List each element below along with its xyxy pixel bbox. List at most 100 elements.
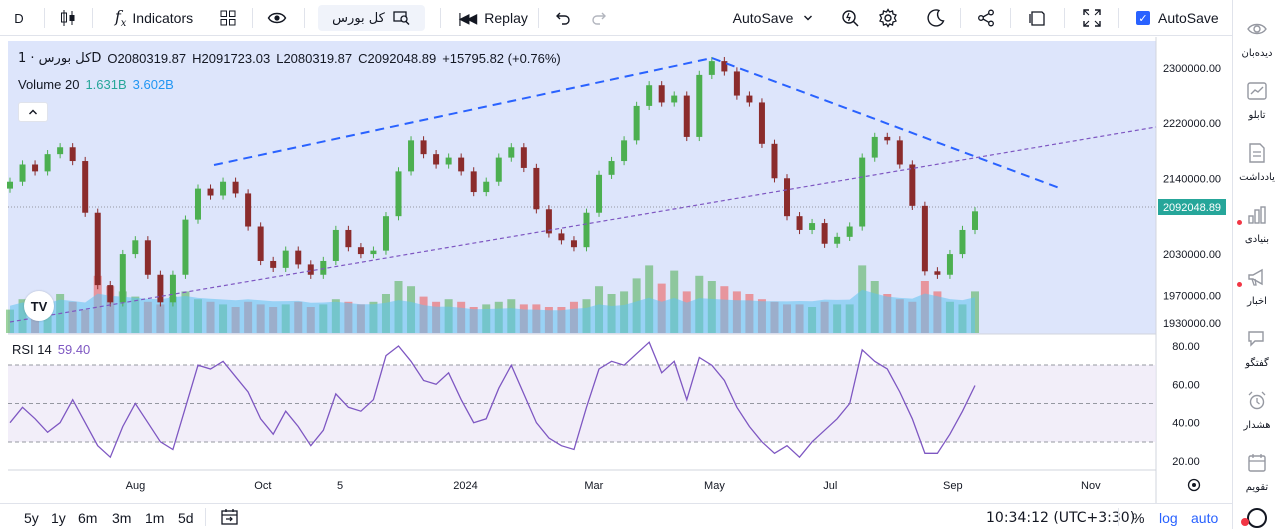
range-1m-button[interactable]: 1m <box>145 510 165 526</box>
rsi-axis[interactable]: 80.00 60.00 40.00 20.00 <box>1172 341 1200 468</box>
candle-body <box>696 74 703 137</box>
chevron-down-icon <box>804 15 813 21</box>
candles-chart-type-icon[interactable] <box>56 4 80 32</box>
toolbar-separator <box>252 8 253 28</box>
current-price-badge <box>1158 199 1226 215</box>
ohlc-legend: کل بورس · 1D O2080319.87 H2091723.03 L20… <box>18 51 561 66</box>
descending-trend-line[interactable] <box>711 57 1063 190</box>
sidebar-item-board[interactable]: تابلو <box>1233 74 1280 132</box>
candle-body <box>433 154 440 165</box>
undo-icon[interactable] <box>550 4 574 32</box>
time-axis-settings-icon[interactable] <box>1187 478 1201 492</box>
price-chart-svg[interactable]: 2300000.00 2220000.00 2140000.00 2030000.00… <box>0 37 1232 503</box>
candle-body <box>257 226 264 261</box>
candle-body <box>508 147 515 158</box>
channel-line[interactable] <box>9 126 1157 323</box>
candle-body <box>169 274 176 303</box>
autosave-checkbox[interactable]: ✓ AutoSave <box>1136 4 1226 32</box>
replay-label: Replay <box>484 10 528 26</box>
layout-grid-icon[interactable] <box>216 4 240 32</box>
range-5y-button[interactable]: 5y <box>24 510 39 526</box>
auto-scale-toggle[interactable]: auto <box>1191 510 1219 526</box>
search-icon <box>393 11 410 25</box>
candle-body <box>545 209 552 234</box>
toolbar-separator <box>205 508 206 526</box>
candle-body <box>784 178 791 217</box>
toolbar-separator <box>304 8 305 28</box>
range-5d-button[interactable]: 5d <box>178 510 194 526</box>
candle-body <box>558 233 565 241</box>
candle-body <box>483 181 490 193</box>
dark-mode-moon-icon[interactable] <box>924 4 948 32</box>
redo-icon[interactable] <box>588 4 612 32</box>
symbol-search-input[interactable]: کل بورس <box>318 5 425 31</box>
volume-label[interactable]: Volume 20 <box>18 77 80 92</box>
price-axis[interactable]: 2300000.00 2220000.00 2140000.00 2030000.00… <box>1163 63 1221 330</box>
time-axis-tick: Jul <box>823 480 837 492</box>
time-axis-tick: May <box>704 480 725 492</box>
range-1y-button[interactable]: 1y <box>51 510 66 526</box>
sidebar-item-notes[interactable]: یادداشت <box>1233 136 1280 194</box>
upper-trend-line[interactable] <box>213 57 713 166</box>
notification-dot <box>1237 282 1242 287</box>
clock-timezone[interactable]: 10:34:12 (UTC+3:30) <box>986 510 1136 526</box>
date-range-calendar-icon[interactable] <box>220 508 240 526</box>
autosave-dropdown-label: AutoSave <box>732 10 794 26</box>
sidebar-item-watchlist[interactable]: دیده‌بان <box>1233 12 1280 70</box>
candle-body <box>307 264 314 275</box>
range-6m-button[interactable]: 6m <box>78 510 98 526</box>
price-axis-tick: 2030000.00 <box>1163 249 1221 261</box>
chart-container[interactable]: 2300000.00 2220000.00 2140000.00 2030000.00… <box>0 37 1232 503</box>
toolbar-separator <box>440 8 441 28</box>
candle-body <box>320 260 327 275</box>
candle-body <box>821 223 828 244</box>
candle-body <box>207 188 214 196</box>
toolbar-separator <box>960 8 961 28</box>
alarm-clock-icon <box>1248 391 1266 410</box>
sidebar-item-fundamentals[interactable]: بنیادی <box>1233 198 1280 256</box>
eye-icon[interactable] <box>264 4 290 32</box>
candle-body <box>94 212 101 286</box>
candle-body <box>420 140 427 155</box>
sidebar-item-chat[interactable]: گفتگو <box>1233 322 1280 380</box>
range-3m-button[interactable]: 3m <box>112 510 132 526</box>
snapshot-icon[interactable] <box>1026 4 1050 32</box>
toolbar-separator <box>92 8 93 28</box>
candle-body <box>796 216 803 230</box>
time-axis-tick: Sep <box>943 480 963 492</box>
settings-gear-icon[interactable] <box>876 4 900 32</box>
sidebar-item-label: اخبار <box>1247 296 1267 307</box>
collapse-legend-button[interactable] <box>18 102 48 122</box>
indicators-button[interactable]: fx Indicators <box>106 4 202 32</box>
sidebar-item-calendar[interactable]: تقویم <box>1233 446 1280 504</box>
candle-body <box>959 229 966 255</box>
interval-button[interactable]: D <box>14 10 24 26</box>
candle-body <box>708 61 715 75</box>
fullscreen-icon[interactable] <box>1080 4 1104 32</box>
candle-body <box>633 105 640 141</box>
chevron-up-icon <box>29 109 37 115</box>
rsi-value: 59.40 <box>57 342 91 357</box>
chat-bubble-icon <box>1248 331 1264 347</box>
time-axis-tick: Oct <box>254 480 271 492</box>
candle-body <box>345 229 352 248</box>
autosave-dropdown[interactable]: AutoSave <box>728 4 818 32</box>
candle-body <box>884 136 891 141</box>
calendar-icon <box>1248 454 1266 472</box>
sidebar-item-alerts[interactable]: هشدار <box>1233 384 1280 442</box>
replay-button[interactable]: |◀◀ Replay <box>458 4 528 32</box>
candle-body <box>458 157 465 172</box>
legend-symbol[interactable]: کل بورس · 1D <box>18 51 102 66</box>
help-circle-icon[interactable] <box>1247 508 1267 528</box>
tradingview-logo-icon[interactable]: TV <box>24 291 54 321</box>
share-icon[interactable] <box>974 4 998 32</box>
sidebar-item-label: هشدار <box>1243 420 1271 431</box>
rsi-label[interactable]: RSI 14 <box>12 342 52 357</box>
quick-search-icon[interactable] <box>838 4 862 32</box>
sidebar-item-news[interactable]: اخبار <box>1233 260 1280 318</box>
percent-scale-toggle[interactable]: % <box>1132 510 1145 526</box>
candle-body <box>646 85 653 106</box>
candle-body <box>758 102 765 144</box>
time-axis[interactable]: Aug Oct 5 2024 Mar May Jul Sep Nov <box>126 480 1101 492</box>
log-scale-toggle[interactable]: log <box>1159 510 1178 526</box>
